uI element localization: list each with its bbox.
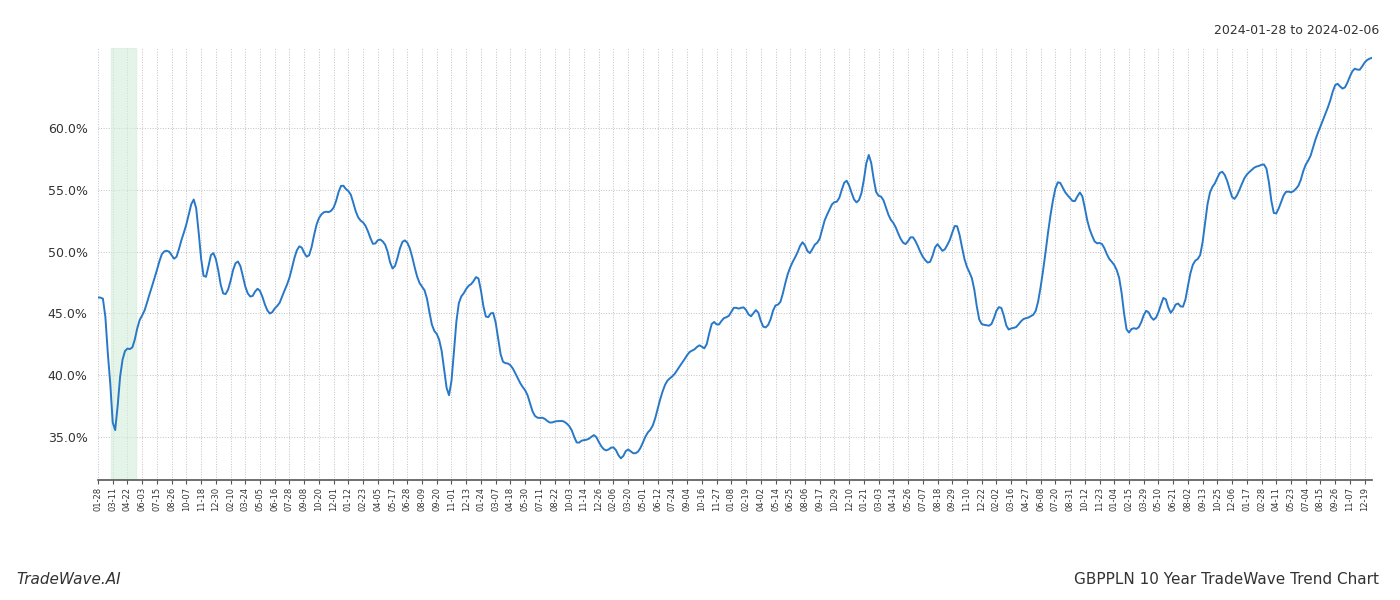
Text: TradeWave.AI: TradeWave.AI (17, 572, 122, 587)
Text: 2024-01-28 to 2024-02-06: 2024-01-28 to 2024-02-06 (1214, 24, 1379, 37)
Bar (111, 48, 136, 480)
Text: GBPPLN 10 Year TradeWave Trend Chart: GBPPLN 10 Year TradeWave Trend Chart (1074, 572, 1379, 587)
